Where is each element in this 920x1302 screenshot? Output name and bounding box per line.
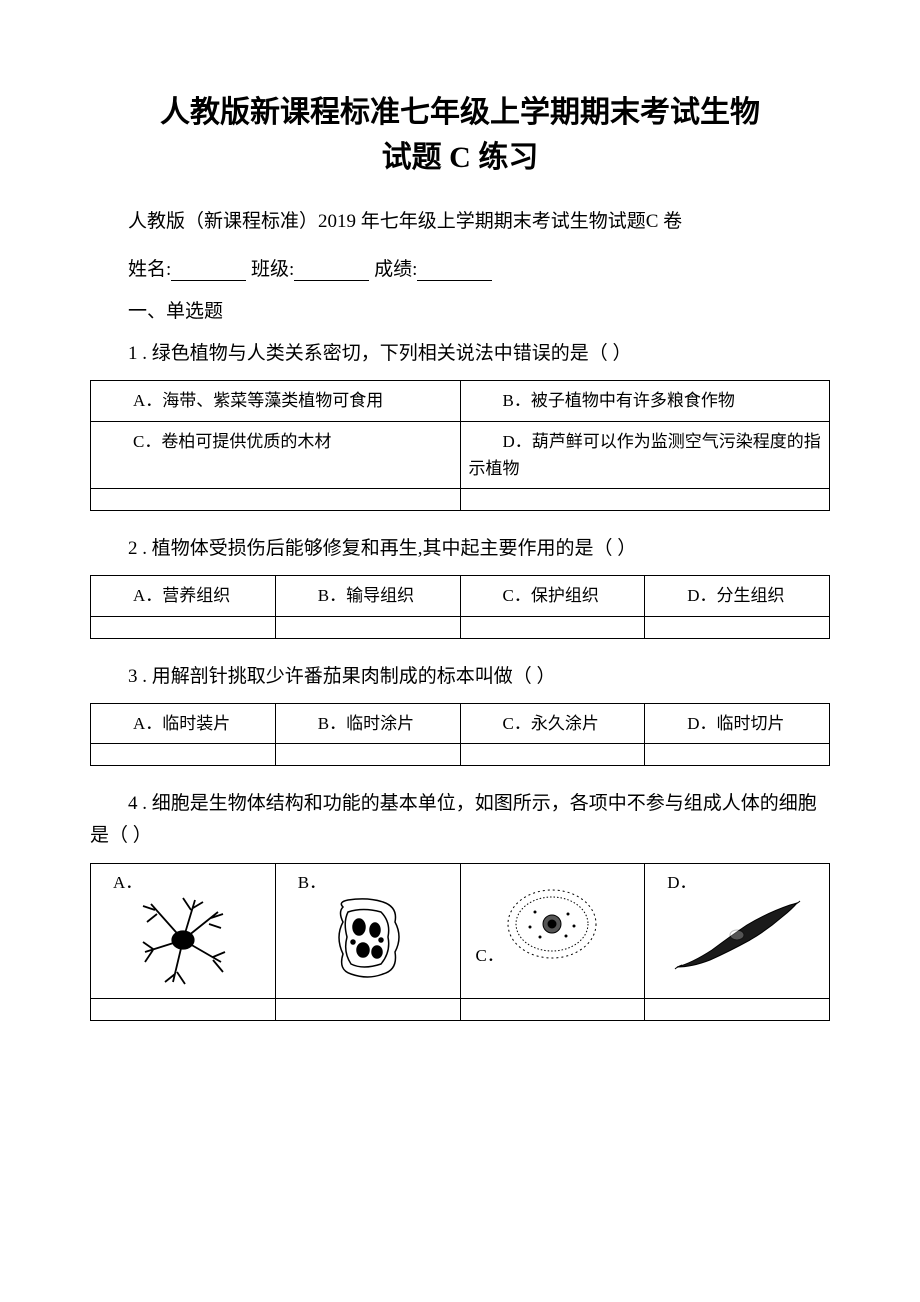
question-4: 4 . 细胞是生物体结构和功能的基本单位，如图所示，各项中不参与组成人体的细胞是… xyxy=(90,788,830,853)
score-blank xyxy=(417,259,492,281)
name-blank xyxy=(171,259,246,281)
q2-option-a: A．营养组织 xyxy=(91,576,276,616)
table-row xyxy=(91,489,830,511)
q4-options-table: A． B． xyxy=(90,863,830,1021)
q2-option-c: C．保护组织 xyxy=(460,576,645,616)
q1-option-a: A．海带、紫菜等藻类植物可食用 xyxy=(91,381,461,421)
table-row: A． B． xyxy=(91,863,830,998)
q4-option-a: A． xyxy=(91,863,276,998)
subtitle: 人教版（新课程标准）2019 年七年级上学期期末考试生物试题C 卷 xyxy=(90,205,830,239)
q3-option-d: D．临时切片 xyxy=(645,703,830,743)
name-label: 姓名: xyxy=(128,259,171,280)
question-3: 3 . 用解剖针挑取少许番茄果肉制成的标本叫做（ ） xyxy=(90,661,830,693)
table-row xyxy=(91,616,830,638)
dividing-cell-icon xyxy=(323,892,413,987)
q1-option-d: D．葫芦鲜可以作为监测空气污染程度的指示植物 xyxy=(460,421,830,488)
q3-option-a: A．临时装片 xyxy=(91,703,276,743)
q4-option-d: D． xyxy=(645,863,830,998)
q4-option-b: B． xyxy=(275,863,460,998)
score-label: 成绩: xyxy=(374,259,417,280)
q4-option-c: C． xyxy=(460,863,645,998)
question-1: 1 . 绿色植物与人类关系密切，下列相关说法中错误的是（ ） xyxy=(90,338,830,370)
title-line-2: 试题 C 练习 xyxy=(382,141,539,174)
q3-option-c: C．永久涂片 xyxy=(460,703,645,743)
table-row: A．临时装片 B．临时涂片 C．永久涂片 D．临时切片 xyxy=(91,703,830,743)
q1-option-c: C．卷柏可提供优质的木材 xyxy=(91,421,461,488)
q1-options-table: A．海带、紫菜等藻类植物可食用 B．被子植物中有许多粮食作物 C．卷柏可提供优质… xyxy=(90,380,830,511)
q3-options-table: A．临时装片 B．临时涂片 C．永久涂片 D．临时切片 xyxy=(90,703,830,766)
table-row: A．海带、紫菜等藻类植物可食用 B．被子植物中有许多粮食作物 xyxy=(91,381,830,421)
spindle-cell-icon xyxy=(672,895,802,980)
egg-cell-icon xyxy=(500,882,605,967)
page-title: 人教版新课程标准七年级上学期期末考试生物 试题 C 练习 xyxy=(90,90,830,180)
q2-options-table: A．营养组织 B．输导组织 C．保护组织 D．分生组织 xyxy=(90,575,830,638)
q2-option-b: B．输导组织 xyxy=(275,576,460,616)
class-label: 班级: xyxy=(251,259,294,280)
section-1-heading: 一、单选题 xyxy=(90,296,830,323)
question-2: 2 . 植物体受损伤后能够修复和再生,其中起主要作用的是（ ） xyxy=(90,533,830,565)
q1-option-b: B．被子植物中有许多粮食作物 xyxy=(460,381,830,421)
neuron-cell-icon xyxy=(133,892,233,987)
table-row: C．卷柏可提供优质的木材 D．葫芦鲜可以作为监测空气污染程度的指示植物 xyxy=(91,421,830,488)
title-line-1: 人教版新课程标准七年级上学期期末考试生物 xyxy=(160,96,760,129)
table-row xyxy=(91,998,830,1020)
class-blank xyxy=(294,259,369,281)
table-row xyxy=(91,744,830,766)
table-row: A．营养组织 B．输导组织 C．保护组织 D．分生组织 xyxy=(91,576,830,616)
q2-option-d: D．分生组织 xyxy=(645,576,830,616)
student-info-line: 姓名: 班级: 成绩: xyxy=(90,254,830,281)
q3-option-b: B．临时涂片 xyxy=(275,703,460,743)
